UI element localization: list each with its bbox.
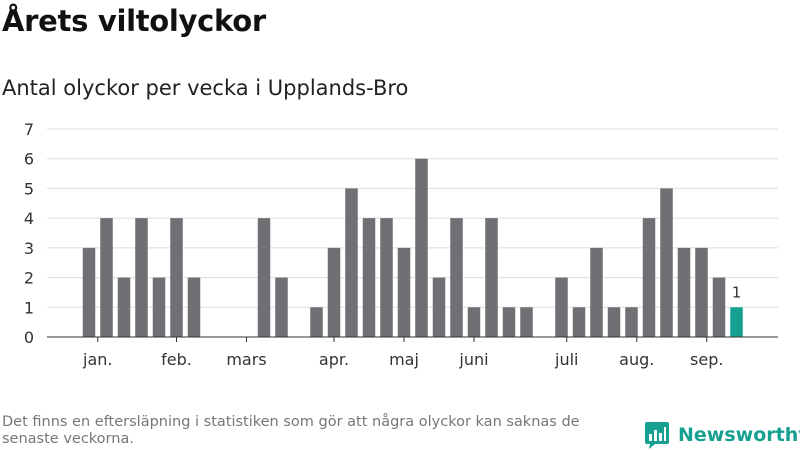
bar bbox=[485, 218, 498, 337]
data-label: 1 bbox=[732, 283, 742, 301]
bar-chart: 0 1 2 3 4 5 6 7 1 jan. feb. mars apr. maj juni juli aug.… bbox=[24, 120, 778, 369]
y-tick-label: 2 bbox=[24, 269, 34, 288]
bar bbox=[590, 247, 603, 337]
bar bbox=[712, 277, 726, 337]
y-tick-label: 4 bbox=[24, 209, 34, 228]
bar bbox=[607, 307, 621, 337]
bar bbox=[82, 247, 96, 337]
bar bbox=[187, 277, 201, 337]
bar bbox=[677, 247, 691, 337]
bar bbox=[467, 307, 481, 337]
bar bbox=[257, 218, 271, 337]
bar bbox=[397, 247, 411, 337]
x-tick-label: jan. bbox=[82, 350, 112, 369]
bar bbox=[152, 277, 166, 337]
footnote: Det finns en eftersläpning i statistiken… bbox=[2, 414, 580, 447]
bar bbox=[345, 188, 358, 337]
bar bbox=[520, 307, 533, 337]
bar bbox=[380, 218, 393, 337]
bar bbox=[415, 158, 428, 337]
x-tick-label: feb. bbox=[161, 350, 192, 369]
x-tick-label: sep. bbox=[690, 350, 723, 369]
bar bbox=[625, 307, 638, 337]
bar bbox=[502, 307, 516, 337]
brand-logo: Newsworthy bbox=[644, 420, 800, 450]
bar-current-week bbox=[730, 307, 743, 337]
bar bbox=[327, 247, 341, 337]
x-tick-label: juli bbox=[554, 350, 578, 369]
bar bbox=[135, 218, 148, 337]
bar bbox=[695, 247, 708, 337]
bar bbox=[660, 188, 673, 337]
x-tick-label: mars bbox=[226, 350, 266, 369]
bar bbox=[275, 277, 288, 337]
bar bbox=[432, 277, 446, 337]
y-tick-label: 5 bbox=[24, 179, 34, 198]
bar bbox=[555, 277, 568, 337]
bar bbox=[310, 307, 323, 337]
bar bbox=[450, 218, 463, 337]
bar bbox=[572, 307, 586, 337]
bar bbox=[170, 218, 183, 337]
bar bbox=[117, 277, 131, 337]
page-title: Årets viltolyckor bbox=[2, 4, 266, 38]
chart-title: Antal olyckor per vecka i Upplands-Bro bbox=[2, 76, 409, 100]
newsworthy-logo-icon bbox=[645, 421, 669, 449]
y-tick-label: 6 bbox=[24, 150, 34, 169]
y-tick-label: 1 bbox=[24, 298, 34, 317]
y-tick-label: 3 bbox=[24, 239, 34, 258]
bar bbox=[642, 218, 656, 337]
bar bbox=[100, 218, 113, 337]
x-tick-label: juni bbox=[458, 350, 488, 369]
x-tick-label: maj bbox=[389, 350, 419, 369]
y-tick-label: 7 bbox=[24, 120, 34, 139]
bar bbox=[362, 218, 376, 337]
y-tick-label: 0 bbox=[24, 328, 34, 347]
brand-name: Newsworthy bbox=[678, 424, 800, 446]
x-tick-label: apr. bbox=[319, 350, 349, 369]
x-tick-label: aug. bbox=[619, 350, 654, 369]
